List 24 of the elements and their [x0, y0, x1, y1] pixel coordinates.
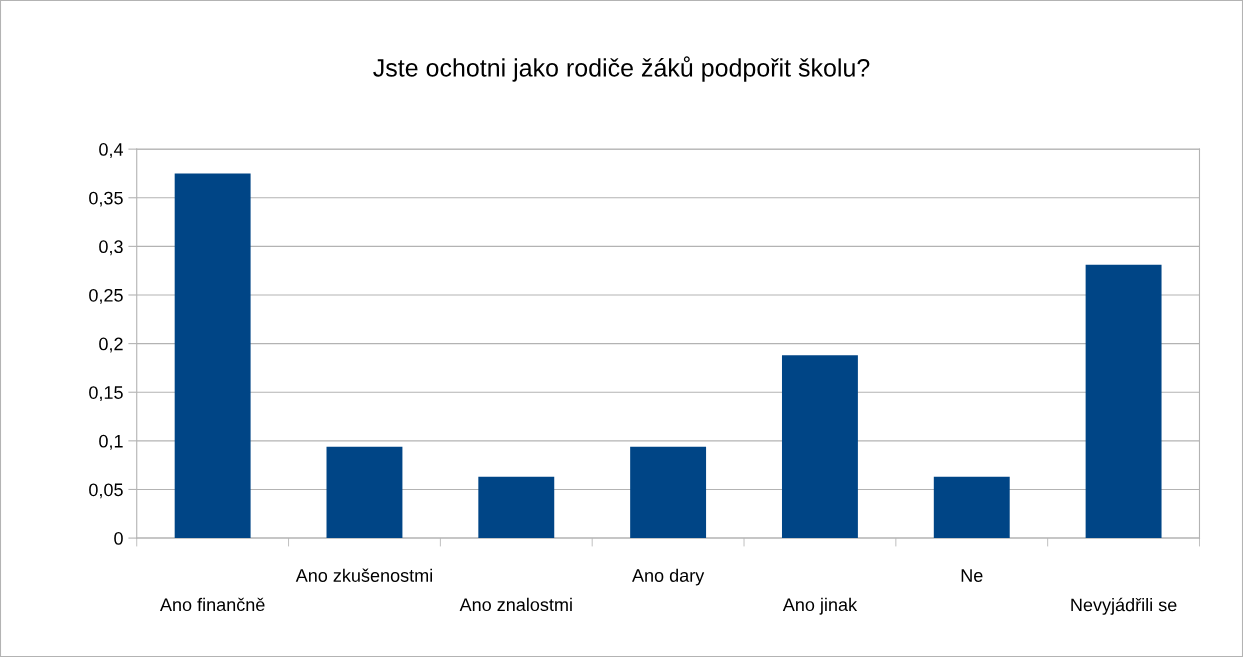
bar	[174, 173, 251, 539]
y-tick-label: 0,05	[89, 483, 123, 499]
y-tick-label: 0	[114, 532, 123, 545]
chart-title: Jste ochotni jako rodiče žáků podpořit školu?	[373, 56, 870, 82]
bar	[478, 476, 555, 539]
x-tick-label: Nevyjádřili se	[1071, 597, 1177, 615]
y-tick-label: 0,4	[99, 143, 124, 158]
bar	[1085, 264, 1162, 539]
y-tick-label: 0,3	[99, 240, 123, 256]
bar	[630, 446, 707, 539]
y-tick-label: 0,15	[89, 386, 123, 402]
bar	[326, 446, 403, 539]
x-tick-label: Ano zkušenostmi	[295, 568, 432, 582]
y-tick-label: 0,2	[99, 337, 123, 353]
x-tick-label: Ano znalostmi	[459, 597, 572, 612]
y-tick-label: 0,25	[89, 288, 123, 304]
x-tick-label: Ano dary	[632, 568, 705, 586]
y-tick-label: 0,1	[99, 434, 123, 450]
y-tick-label: 0,35	[89, 191, 123, 207]
x-tick-label: Ne	[961, 569, 983, 582]
x-tick-label: Ano jinak	[782, 597, 858, 615]
bar	[933, 476, 1010, 539]
bar	[781, 355, 858, 539]
x-tick-label: Ano finančně	[159, 597, 265, 612]
